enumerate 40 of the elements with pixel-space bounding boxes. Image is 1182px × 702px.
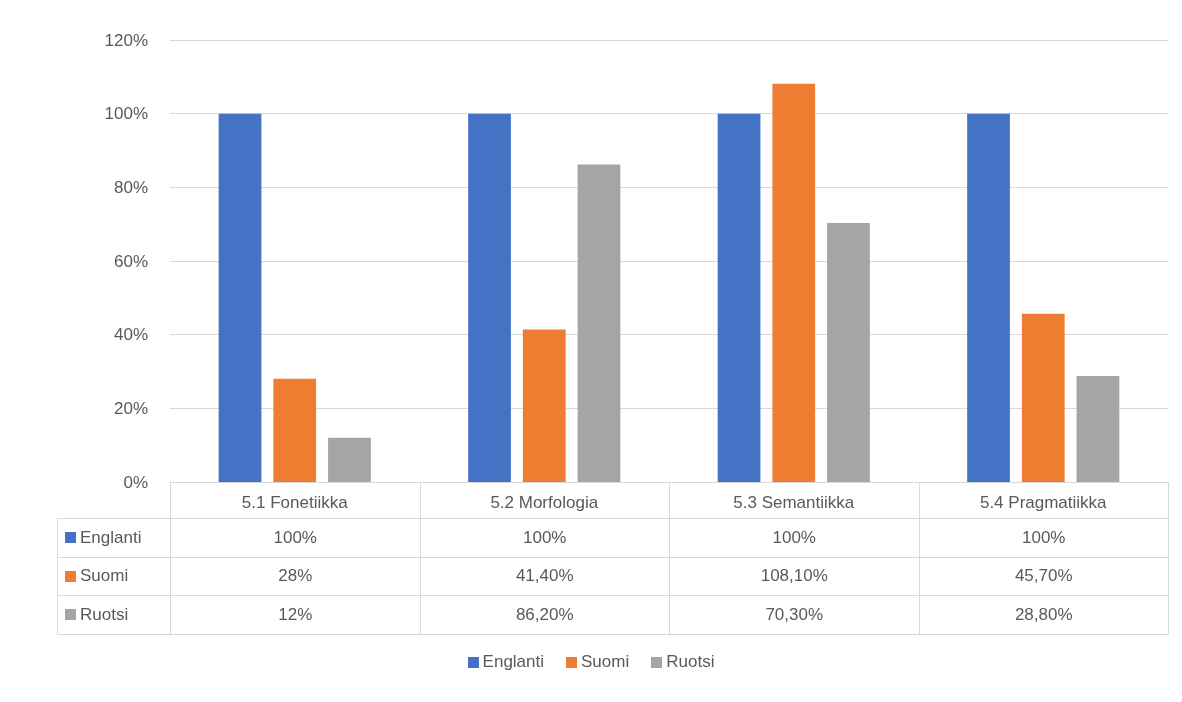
data-label: 45,70% (918, 556, 1169, 596)
legend-label: Englanti (80, 527, 142, 548)
bar (1021, 313, 1065, 482)
bar (577, 164, 621, 482)
y-tick-label: 80% (113, 177, 148, 197)
bar (273, 378, 317, 482)
bar (218, 113, 262, 482)
y-tick-label: 20% (113, 398, 148, 418)
bar (967, 113, 1010, 482)
data-label: 100% (918, 518, 1169, 558)
data-label: 100% (669, 518, 920, 558)
legend-label: Suomi (80, 566, 129, 587)
bar (827, 223, 870, 482)
bar (1076, 375, 1120, 482)
y-tick-label: 0% (123, 472, 148, 492)
y-tick-label: 40% (113, 325, 148, 345)
x-tick-label: 5.3 Semantiikka (733, 493, 855, 512)
x-tick-label: 5.1 Fonetiikka (241, 493, 349, 512)
data-label: 108,10% (669, 556, 920, 596)
data-label: 100% (419, 518, 670, 558)
bar (328, 437, 371, 482)
bar (468, 113, 511, 482)
data-label: 28,80% (918, 595, 1169, 635)
legend-label: Ruotsi (666, 652, 715, 672)
text: Ruotsi (80, 604, 129, 624)
data-label: 86,20% (419, 595, 670, 635)
data-label: 70,30% (669, 595, 920, 635)
bar (717, 113, 761, 482)
y-tick-label: 100% (104, 104, 148, 124)
x-tick-label: 5.4 Pragmatiikka (979, 493, 1108, 512)
bar (522, 329, 566, 482)
y-tick-label: 120% (104, 30, 148, 50)
data-label: 12% (170, 595, 421, 635)
bar (772, 83, 816, 482)
y-tick-label: 60% (113, 251, 148, 271)
data-label: 100% (170, 518, 421, 558)
legend: Englanti Suomi Ruotsi (0, 652, 1182, 672)
data-label: 28% (170, 556, 421, 596)
x-tick-label: 5.2 Morfologia (490, 493, 599, 512)
data-label: 41,40% (419, 556, 670, 596)
